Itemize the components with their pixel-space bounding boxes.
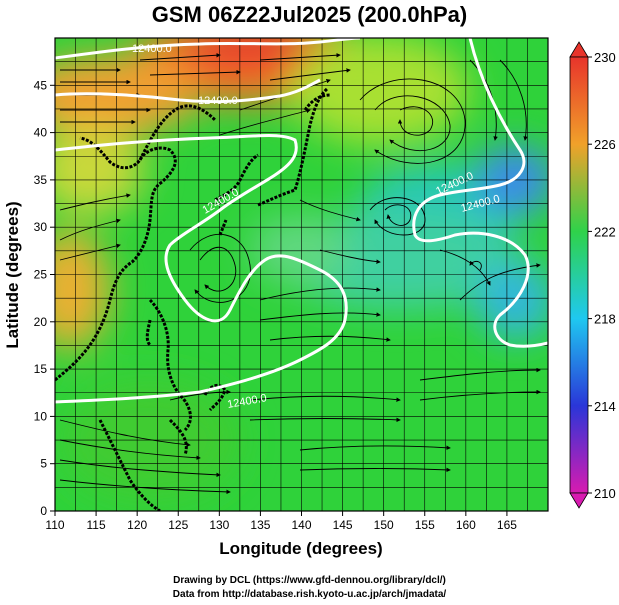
y-axis-ticks: 0 5 10 15 20 25 30 35 40 45 <box>34 78 55 518</box>
temperature-field <box>55 38 548 511</box>
y-tick-label: 30 <box>34 220 48 234</box>
map-title: GSM 06Z22Jul2025 (200.0hPa) <box>151 2 468 27</box>
y-tick-label: 15 <box>34 362 48 376</box>
contour-label: 12400.0 <box>132 43 172 55</box>
colorbar-tick-label: 226 <box>594 137 616 152</box>
x-tick-label: 165 <box>497 518 517 532</box>
x-tick-label: 120 <box>127 518 147 532</box>
colorbar-bottom-arrow <box>569 492 589 509</box>
y-tick-label: 5 <box>40 457 47 471</box>
contour-label: 12400.0 <box>198 95 238 107</box>
x-tick-label: 160 <box>456 518 476 532</box>
y-tick-label: 35 <box>34 173 48 187</box>
y-tick-label: 45 <box>34 78 48 92</box>
colorbar-tick-label: 210 <box>594 486 616 501</box>
wind-streamlines <box>59 52 541 495</box>
x-tick-label: 150 <box>374 518 394 532</box>
colorbar-top-arrow <box>569 41 589 58</box>
y-axis-label: Latitude (degrees) <box>3 201 22 348</box>
y-tick-label: 25 <box>34 268 48 282</box>
x-tick-label: 140 <box>291 518 311 532</box>
height-contours <box>55 38 548 404</box>
y-tick-label: 40 <box>34 126 48 140</box>
colorbar-tick-label: 230 <box>594 50 616 65</box>
colorbar-tick-label: 214 <box>594 399 616 414</box>
colorbar-tick-label: 222 <box>594 224 616 239</box>
colorbar-scale <box>569 56 589 494</box>
credit-data-source: Data from http://database.rish.kyoto-u.a… <box>172 589 447 600</box>
x-axis-label: Longitude (degrees) <box>219 539 382 558</box>
colorbar: 230 226 222 218 214 210 <box>569 41 616 509</box>
x-tick-label: 135 <box>250 518 270 532</box>
x-tick-label: 145 <box>333 518 353 532</box>
x-tick-label: 115 <box>87 518 106 532</box>
y-tick-label: 10 <box>34 409 48 423</box>
x-tick-label: 130 <box>209 518 229 532</box>
x-tick-label: 110 <box>45 518 64 532</box>
y-tick-label: 20 <box>34 315 48 329</box>
colorbar-tick-label: 218 <box>594 312 616 327</box>
x-tick-label: 125 <box>168 518 188 532</box>
colorbar-ticks: 230 226 222 218 214 210 <box>588 50 616 501</box>
y-tick-label: 0 <box>40 504 47 518</box>
credit-drawing: Drawing by DCL (https://www.gfd-dennou.o… <box>173 575 446 586</box>
x-axis-ticks: 110 115 120 125 130 135 140 145 150 155 160 165 <box>45 511 517 532</box>
x-tick-label: 155 <box>415 518 435 532</box>
lat-lon-grid <box>55 38 548 511</box>
